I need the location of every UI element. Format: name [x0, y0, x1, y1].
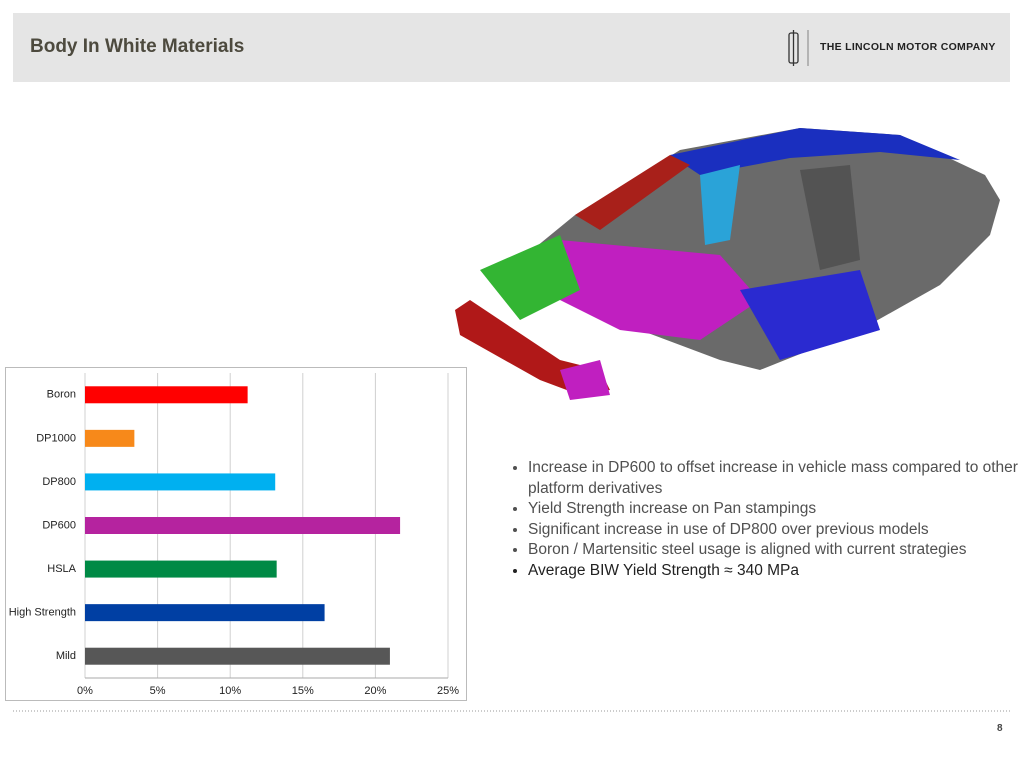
- y-tick-label: DP1000: [36, 432, 76, 444]
- bar: [85, 560, 277, 578]
- bullet-item: Yield Strength increase on Pan stampings: [528, 499, 1024, 520]
- x-tick-label: 10%: [219, 685, 241, 697]
- header-bar: [13, 13, 1010, 82]
- bar: [85, 386, 248, 404]
- x-tick-label: 5%: [150, 685, 166, 697]
- y-tick-label: DP600: [42, 519, 76, 531]
- bar: [85, 517, 401, 534]
- bar: [85, 473, 276, 491]
- x-tick-label: 25%: [437, 685, 459, 697]
- bullet-item: Boron / Martensitic steel usage is align…: [528, 540, 1024, 561]
- bar: [85, 604, 325, 622]
- page-number: 8: [997, 723, 1003, 734]
- y-tick-label: Mild: [56, 650, 76, 662]
- bullet-item: Significant increase in use of DP800 ove…: [528, 520, 1024, 541]
- logo: [788, 30, 809, 66]
- bullet-item: Average BIW Yield Strength ≈ 340 MPa: [528, 561, 1024, 582]
- x-tick-label: 15%: [292, 685, 314, 697]
- car-illustration: [455, 128, 1000, 400]
- y-tick-label: DP800: [42, 476, 76, 488]
- y-tick-label: High Strength: [9, 607, 76, 619]
- bullet-list: Increase in DP600 to offset increase in …: [490, 458, 1024, 581]
- company-name: THE LINCOLN MOTOR COMPANY: [820, 41, 996, 53]
- y-tick-label: HSLA: [47, 563, 76, 575]
- bar: [85, 647, 390, 665]
- y-tick-label: Boron: [47, 389, 76, 401]
- x-tick-label: 20%: [364, 685, 386, 697]
- slide-title: Body In White Materials: [30, 36, 245, 57]
- x-tick-label: 0%: [77, 685, 93, 697]
- bullet-item: Increase in DP600 to offset increase in …: [528, 458, 1024, 499]
- bar: [85, 429, 135, 447]
